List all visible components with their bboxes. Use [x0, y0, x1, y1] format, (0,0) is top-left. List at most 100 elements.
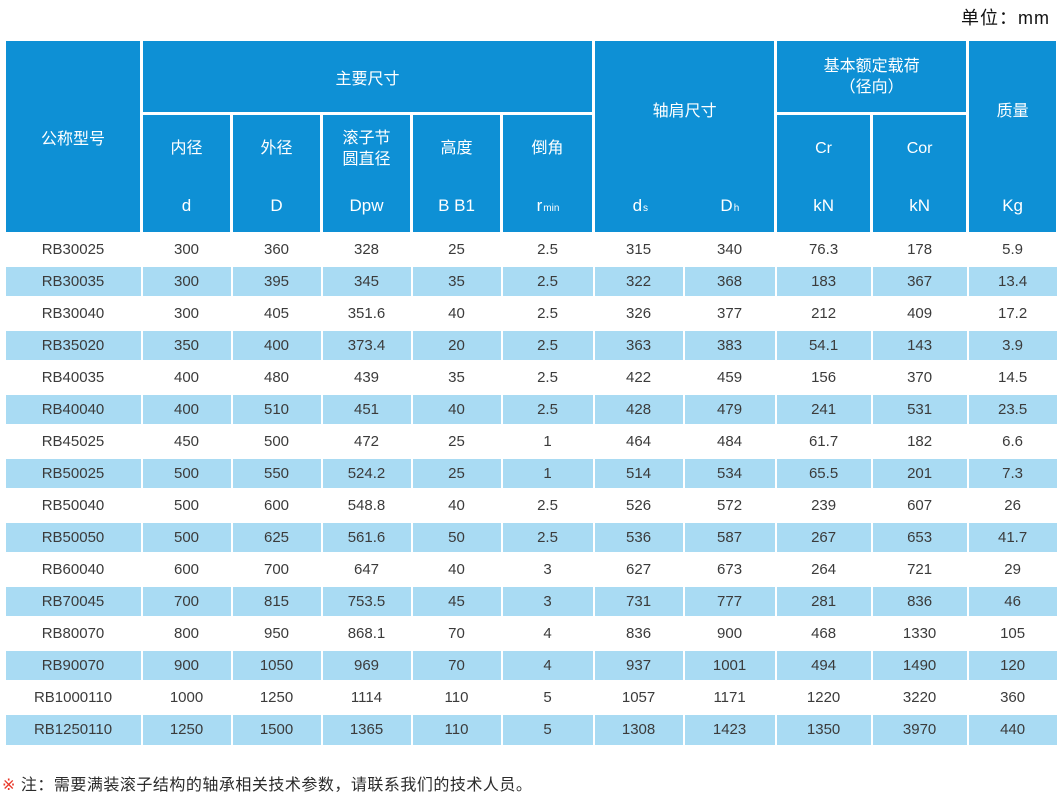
table-cell: 653 [870, 520, 969, 555]
table-cell: 484 [682, 424, 777, 459]
table-cell: 1250 [230, 680, 323, 715]
model-cell: RB90070 [3, 648, 143, 683]
table-cell: 4 [500, 648, 595, 683]
table-cell: 360 [966, 680, 1059, 715]
model-cell: RB50025 [3, 456, 143, 491]
table-cell: 1250 [140, 712, 233, 747]
table-cell: 5.9 [966, 232, 1059, 267]
table-cell: 1423 [682, 712, 777, 747]
table-cell: 969 [320, 648, 413, 683]
table-cell: 409 [870, 296, 969, 331]
model-cell: RB35020 [3, 328, 143, 363]
table-cell: 143 [870, 328, 969, 363]
table-cell: 300 [140, 264, 233, 299]
chamfer-symbol: r min [536, 195, 560, 215]
roller-pitch-symbol: Dpw [349, 195, 384, 215]
table-cell: 7.3 [966, 456, 1059, 491]
table-cell: 326 [592, 296, 685, 331]
table-cell: 350 [140, 328, 233, 363]
table-cell: 300 [140, 296, 233, 331]
model-cell: RB1000110 [3, 680, 143, 715]
table-cell: 1001 [682, 648, 777, 683]
table-cell: 110 [410, 712, 503, 747]
table-cell: 340 [682, 232, 777, 267]
cor-unit: kN [909, 195, 930, 215]
outer-diameter-symbol: D [270, 195, 283, 215]
table-row: RB50050 500 625 561.6 50 2.5 536 587 267 653 41.7 [3, 520, 1059, 555]
table-cell: 70 [410, 648, 503, 683]
table-cell: 46 [966, 584, 1059, 619]
header-row-sub: 内径 d 外径 D 滚子节 圆 [5, 112, 1058, 235]
table-cell: 3 [500, 584, 595, 619]
table-cell: 600 [140, 552, 233, 587]
table-cell: 395 [230, 264, 323, 299]
mass-unit: Kg [1002, 195, 1023, 215]
model-cell: RB80070 [3, 616, 143, 651]
model-cell: RB40035 [3, 360, 143, 395]
table-cell: 514 [592, 456, 685, 491]
table-cell: 61.7 [774, 424, 873, 459]
table-cell: 322 [592, 264, 685, 299]
table-cell: 468 [774, 616, 873, 651]
table-cell: 156 [774, 360, 873, 395]
table-cell: 500 [230, 424, 323, 459]
table-cell: 65.5 [774, 456, 873, 491]
table-cell: 120 [966, 648, 1059, 683]
table-cell: 377 [682, 296, 777, 331]
table-cell: 383 [682, 328, 777, 363]
table-cell: 673 [682, 552, 777, 587]
height-symbol: B B1 [438, 195, 475, 215]
table-cell: 368 [682, 264, 777, 299]
table-row: RB1250110 1250 1500 1365 110 5 1308 1423 1350 397… [3, 712, 1059, 747]
shoulder-title: 轴肩尺寸 [652, 103, 717, 120]
table-cell: 721 [870, 552, 969, 587]
table-cell: 2.5 [500, 328, 595, 363]
table-cell: 25 [410, 232, 503, 267]
table-cell: 451 [320, 392, 413, 427]
table-cell: 2.5 [500, 264, 595, 299]
table-cell: 2.5 [500, 520, 595, 555]
basic-load-line1: 基本额定载荷 [823, 57, 920, 75]
table-cell: 373.4 [320, 328, 413, 363]
table-cell: 300 [140, 232, 233, 267]
table-cell: 1114 [320, 680, 413, 715]
basic-load-line2: （径向） [839, 78, 904, 96]
footnote-marker: ※ [2, 777, 16, 794]
table-cell: 315 [592, 232, 685, 267]
mass-title: 质量 [996, 103, 1029, 120]
table-cell: 900 [682, 616, 777, 651]
table-cell: 40 [410, 552, 503, 587]
header-cr: Cr kN [774, 112, 874, 235]
model-cell: RB40040 [3, 392, 143, 427]
table-row: RB1000110 1000 1250 1114 110 5 1057 1171 1220 322… [3, 680, 1059, 715]
table-cell: 40 [410, 392, 503, 427]
table-cell: 267 [774, 520, 873, 555]
table-cell: 524.2 [320, 456, 413, 491]
table-cell: 572 [682, 488, 777, 523]
table-cell: 526 [592, 488, 685, 523]
table-cell: 836 [870, 584, 969, 619]
table-row: RB40035 400 480 439 35 2.5 422 459 156 370 14.5 [3, 360, 1059, 395]
table-cell: 363 [592, 328, 685, 363]
table-cell: 1350 [774, 712, 873, 747]
table-cell: 900 [140, 648, 233, 683]
table-cell: 550 [230, 456, 323, 491]
table-row: RB35020 350 400 373.4 20 2.5 363 383 54.1 143 3.9 [3, 328, 1059, 363]
header-inner-diameter: 内径 d [140, 112, 233, 235]
table-cell: 14.5 [966, 360, 1059, 395]
table-cell: 40 [410, 488, 503, 523]
table-cell: 50 [410, 520, 503, 555]
table-cell: 3 [500, 552, 595, 587]
model-cell: RB60040 [3, 552, 143, 587]
table-cell: 494 [774, 648, 873, 683]
table-cell: 25 [410, 456, 503, 491]
table-cell: 500 [140, 520, 233, 555]
footnote: ※ 注：需要满装滚子结构的轴承相关技术参数，请联系我们的技术人员。 [2, 771, 532, 795]
table-row: RB60040 600 700 647 40 3 627 673 264 721 29 [3, 552, 1059, 587]
